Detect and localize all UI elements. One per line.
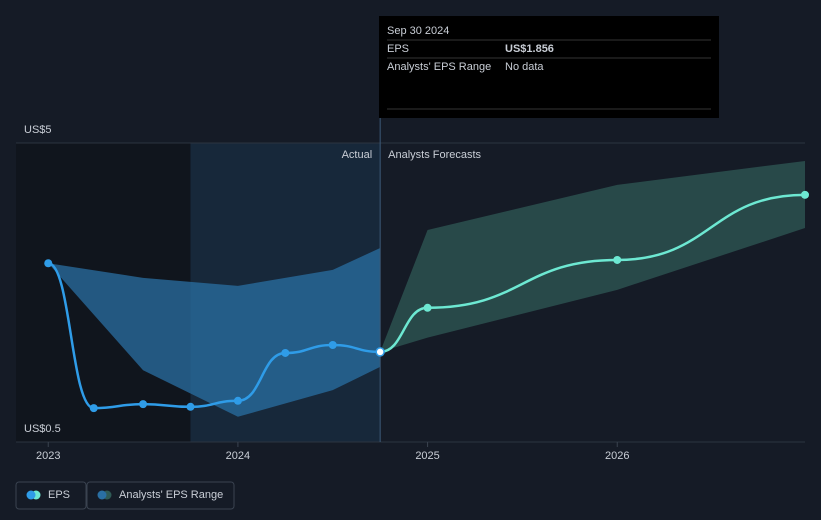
- point: [281, 348, 290, 357]
- eps-line: [47, 262, 381, 410]
- tooltip-label: Analysts' EPS Range: [387, 61, 491, 73]
- legend-item[interactable]: [86, 481, 235, 510]
- tooltip-value: US$1.856: [505, 43, 554, 55]
- x-tick-label: 2024: [226, 450, 250, 462]
- point: [186, 402, 195, 411]
- tooltip-label: EPS: [387, 43, 409, 55]
- y-tick-label: US$5: [24, 124, 52, 136]
- tooltip: [379, 16, 719, 118]
- highlight-point: [375, 347, 385, 357]
- point: [89, 404, 98, 413]
- point: [423, 303, 432, 312]
- annotation: Analysts Forecasts: [388, 149, 481, 161]
- annotation: Actual: [342, 149, 373, 161]
- legend-label: Analysts' EPS Range: [119, 489, 223, 501]
- point: [139, 400, 148, 409]
- point: [328, 340, 337, 349]
- point: [44, 259, 53, 268]
- point: [233, 396, 242, 405]
- forecast-line: [379, 193, 806, 354]
- legend-label: EPS: [48, 489, 70, 501]
- range-band: [380, 160, 805, 352]
- point: [613, 255, 622, 264]
- legend-item[interactable]: [15, 481, 87, 510]
- range-band: [48, 247, 381, 417]
- x-tick-label: 2025: [415, 450, 439, 462]
- tooltip-date: Sep 30 2024: [387, 25, 449, 37]
- x-tick-label: 2023: [36, 450, 60, 462]
- x-tick-label: 2026: [605, 450, 629, 462]
- legend-swatch: [97, 490, 107, 500]
- tooltip-value: No data: [505, 61, 544, 73]
- point: [801, 190, 809, 199]
- y-tick-label: US$0.5: [24, 423, 61, 435]
- legend-swatch: [26, 490, 36, 500]
